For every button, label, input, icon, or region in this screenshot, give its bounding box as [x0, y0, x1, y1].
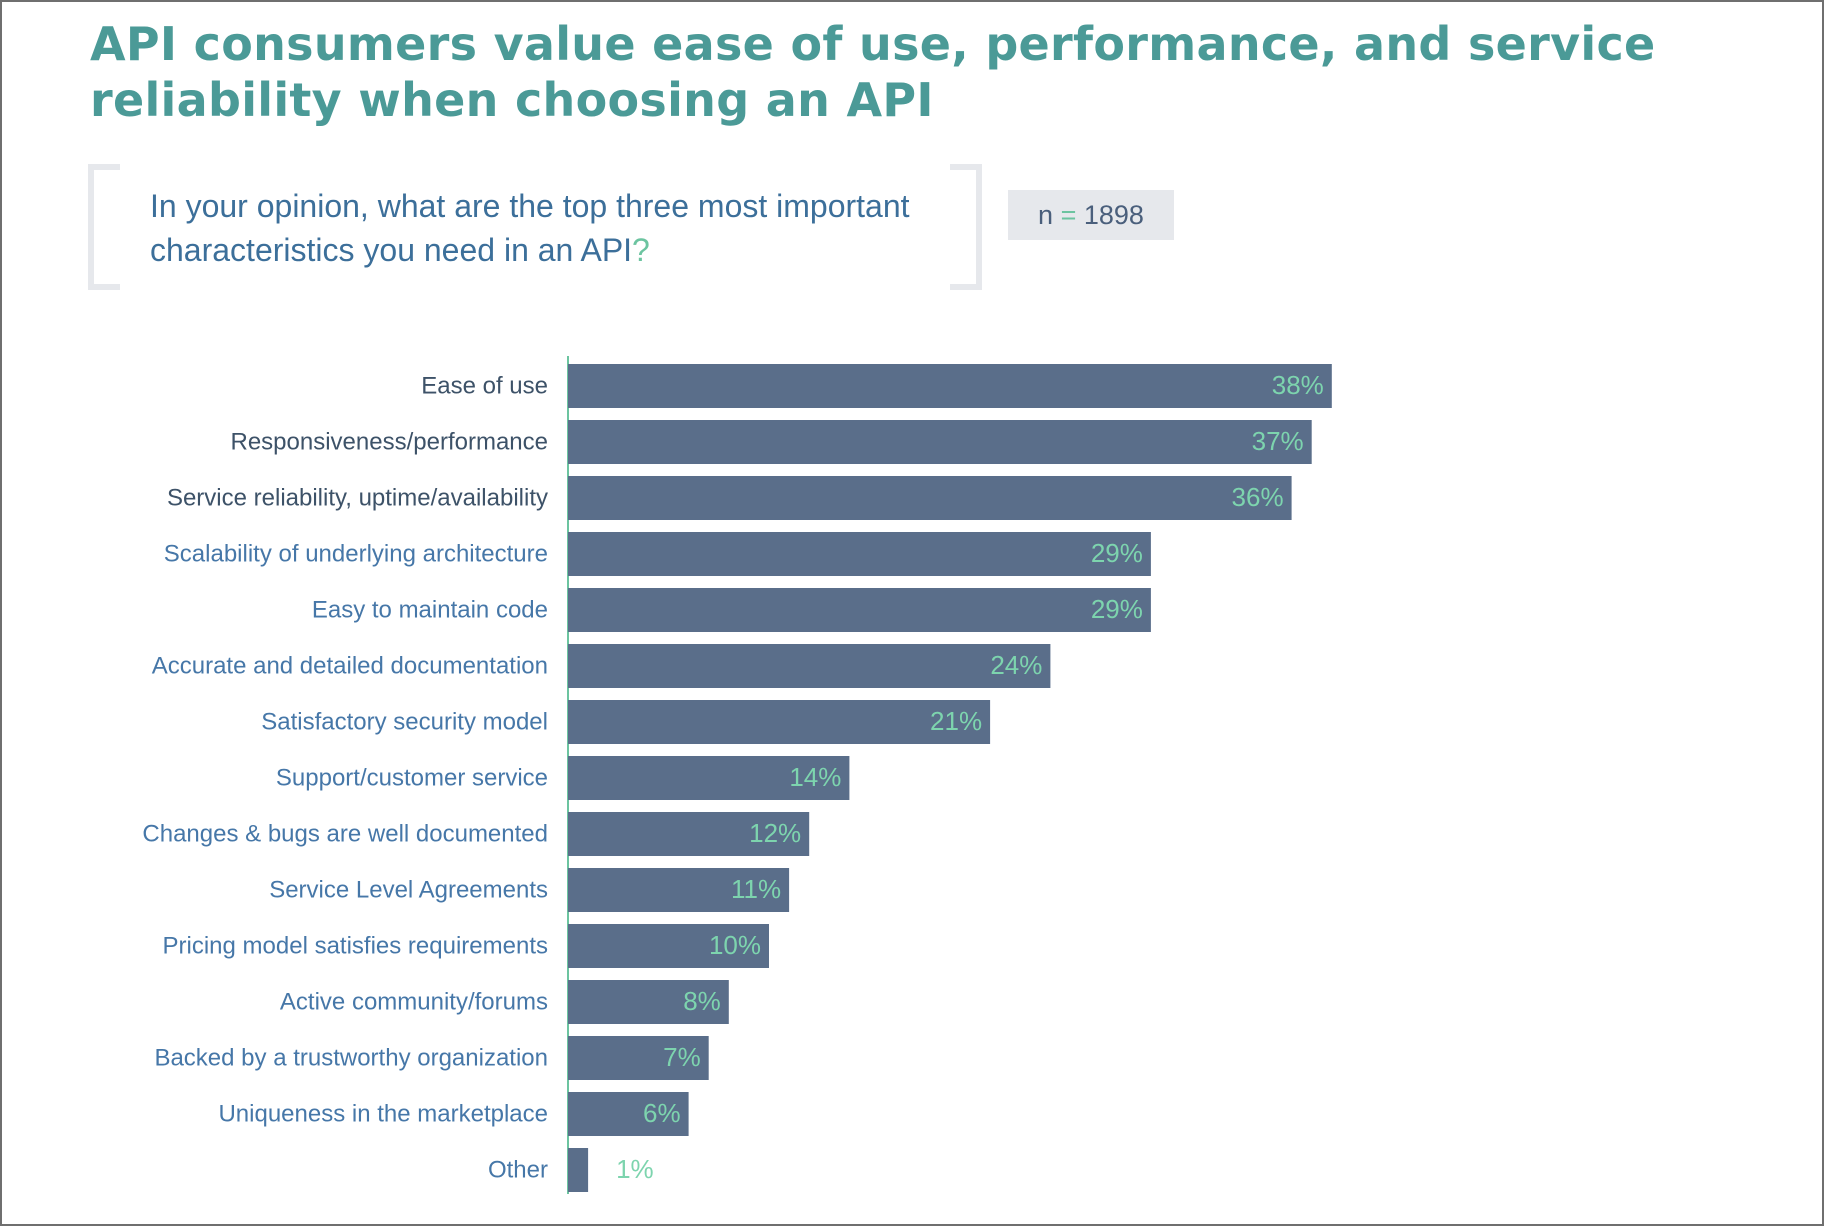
category-label: Uniqueness in the marketplace: [218, 1100, 548, 1127]
value-label: 29%: [1091, 538, 1143, 568]
bar: [568, 532, 1151, 576]
category-label: Satisfactory security model: [261, 708, 548, 735]
value-label: 10%: [709, 930, 761, 960]
bar: [568, 812, 810, 856]
question-bracket-left: [88, 164, 120, 290]
value-label: 37%: [1252, 426, 1304, 456]
bar: [568, 420, 1312, 464]
bar: [568, 700, 991, 744]
bar: [568, 364, 1332, 408]
bar: [568, 924, 769, 968]
category-label: Ease of use: [421, 372, 548, 399]
bar: [568, 756, 850, 800]
value-label: 21%: [930, 706, 982, 736]
survey-question-text: In your opinion, what are the top three …: [150, 188, 910, 268]
sample-size-badge: n = 1898: [1008, 190, 1174, 240]
bar: [568, 644, 1051, 688]
value-label: 29%: [1091, 594, 1143, 624]
category-label: Changes & bugs are well documented: [142, 820, 548, 847]
value-label: 8%: [683, 986, 721, 1016]
category-label: Backed by a trustworthy organization: [154, 1044, 548, 1071]
value-label: 12%: [749, 818, 801, 848]
category-label: Pricing model satisfies requirements: [163, 932, 549, 959]
value-label: 7%: [663, 1042, 701, 1072]
bar: [568, 1148, 589, 1192]
category-label: Responsiveness/performance: [231, 428, 549, 455]
value-label: 1%: [616, 1154, 654, 1184]
sample-size-prefix: n: [1038, 200, 1054, 230]
bar: [568, 980, 729, 1024]
bar: [568, 868, 790, 912]
value-label: 36%: [1232, 482, 1284, 512]
bar: [568, 476, 1292, 520]
survey-question: In your opinion, what are the top three …: [150, 184, 970, 272]
bar: [568, 1092, 689, 1136]
category-label: Service reliability, uptime/availability: [167, 484, 548, 511]
category-label: Service Level Agreements: [269, 876, 548, 903]
value-label: 24%: [990, 650, 1042, 680]
sample-size-equals: =: [1060, 200, 1077, 230]
bar: [568, 1036, 709, 1080]
bar: [568, 588, 1151, 632]
category-label: Support/customer service: [276, 764, 548, 791]
sample-size-value: 1898: [1083, 200, 1144, 230]
value-label: 11%: [731, 874, 781, 904]
category-label: Accurate and detailed documentation: [152, 652, 548, 679]
category-label: Active community/forums: [280, 988, 548, 1015]
question-mark: ?: [632, 232, 650, 268]
value-label: 14%: [789, 762, 841, 792]
value-label: 38%: [1272, 370, 1324, 400]
category-label: Easy to maintain code: [312, 596, 548, 623]
chart-title: API consumers value ease of use, perform…: [90, 17, 1656, 127]
value-label: 6%: [643, 1098, 681, 1128]
category-label: Other: [488, 1156, 548, 1183]
question-bracket-right: [950, 164, 982, 290]
category-label: Scalability of underlying architecture: [164, 540, 548, 567]
